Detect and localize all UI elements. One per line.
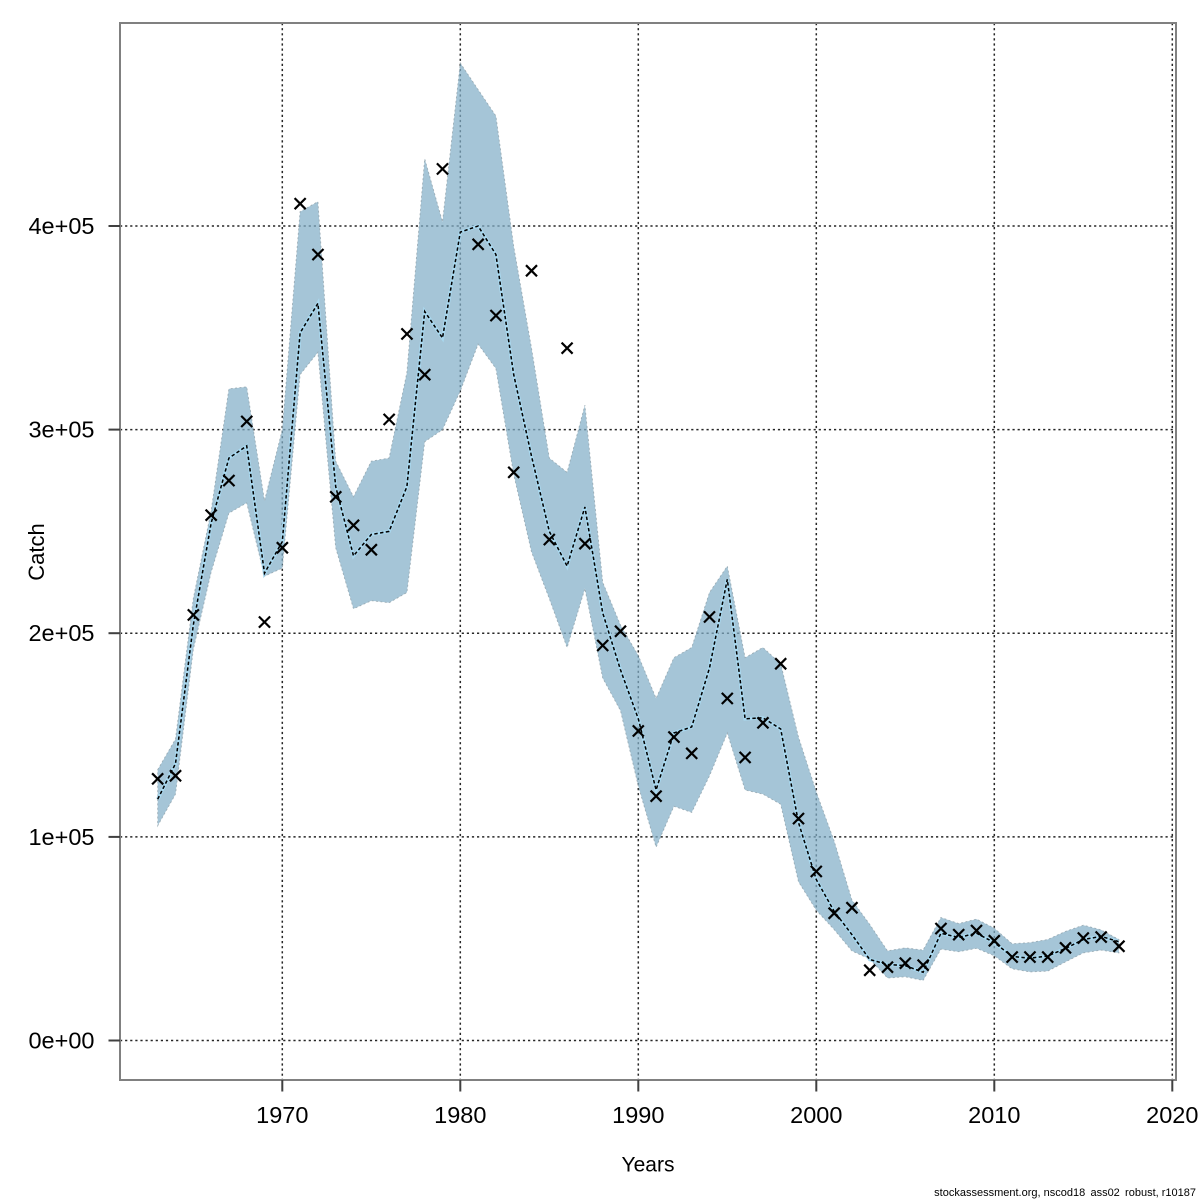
svg-text:2010: 2010 <box>968 1102 1020 1128</box>
svg-text:stockassessment.org, nscod18: stockassessment.org, nscod18 ass02 robus… <box>934 1187 1196 1199</box>
svg-text:2000: 2000 <box>790 1102 842 1128</box>
svg-text:1990: 1990 <box>612 1102 664 1128</box>
svg-text:2020: 2020 <box>1146 1102 1198 1128</box>
svg-text:1980: 1980 <box>434 1102 486 1128</box>
svg-text:4e+05: 4e+05 <box>28 213 94 239</box>
svg-text:2e+05: 2e+05 <box>28 620 94 646</box>
svg-text:1970: 1970 <box>256 1102 308 1128</box>
svg-text:Years: Years <box>622 1154 675 1177</box>
svg-text:Catch: Catch <box>24 523 49 580</box>
svg-text:1e+05: 1e+05 <box>28 824 94 850</box>
svg-text:3e+05: 3e+05 <box>28 417 94 443</box>
svg-text:0e+00: 0e+00 <box>28 1028 94 1054</box>
